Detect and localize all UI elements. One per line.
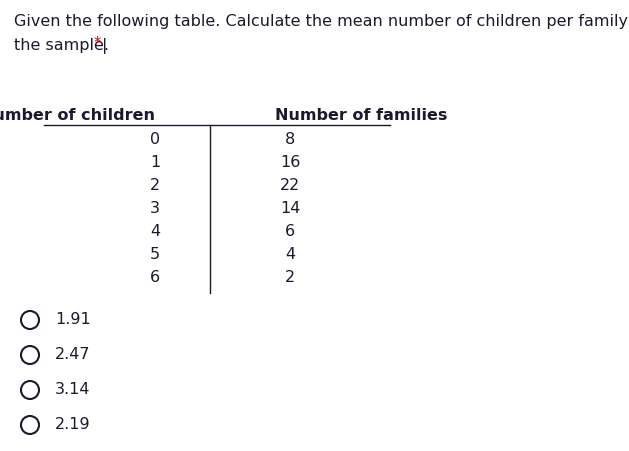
Text: 16: 16	[280, 155, 300, 170]
Text: 3.14: 3.14	[55, 381, 91, 396]
Text: 1: 1	[150, 155, 160, 170]
Text: 2: 2	[150, 178, 160, 193]
Text: *: *	[94, 36, 101, 51]
Text: 0: 0	[150, 132, 160, 147]
Text: 22: 22	[280, 178, 300, 193]
Text: 6: 6	[285, 224, 295, 239]
Text: 8: 8	[285, 132, 295, 147]
Text: the sample.: the sample.	[14, 38, 114, 53]
Text: 4: 4	[285, 246, 295, 262]
Text: Number of families: Number of families	[275, 108, 447, 123]
Text: 4: 4	[150, 224, 160, 239]
Text: Number of children: Number of children	[0, 108, 155, 123]
Text: 5: 5	[150, 246, 160, 262]
Text: 2: 2	[285, 269, 295, 285]
Text: |: |	[102, 38, 108, 54]
Text: 6: 6	[150, 269, 160, 285]
Text: 1.91: 1.91	[55, 311, 91, 326]
Text: 3: 3	[150, 201, 160, 216]
Text: Given the following table. Calculate the mean number of children per family for: Given the following table. Calculate the…	[14, 14, 629, 29]
Text: 2.47: 2.47	[55, 346, 91, 361]
Text: 2.19: 2.19	[55, 416, 91, 431]
Text: 14: 14	[280, 201, 300, 216]
